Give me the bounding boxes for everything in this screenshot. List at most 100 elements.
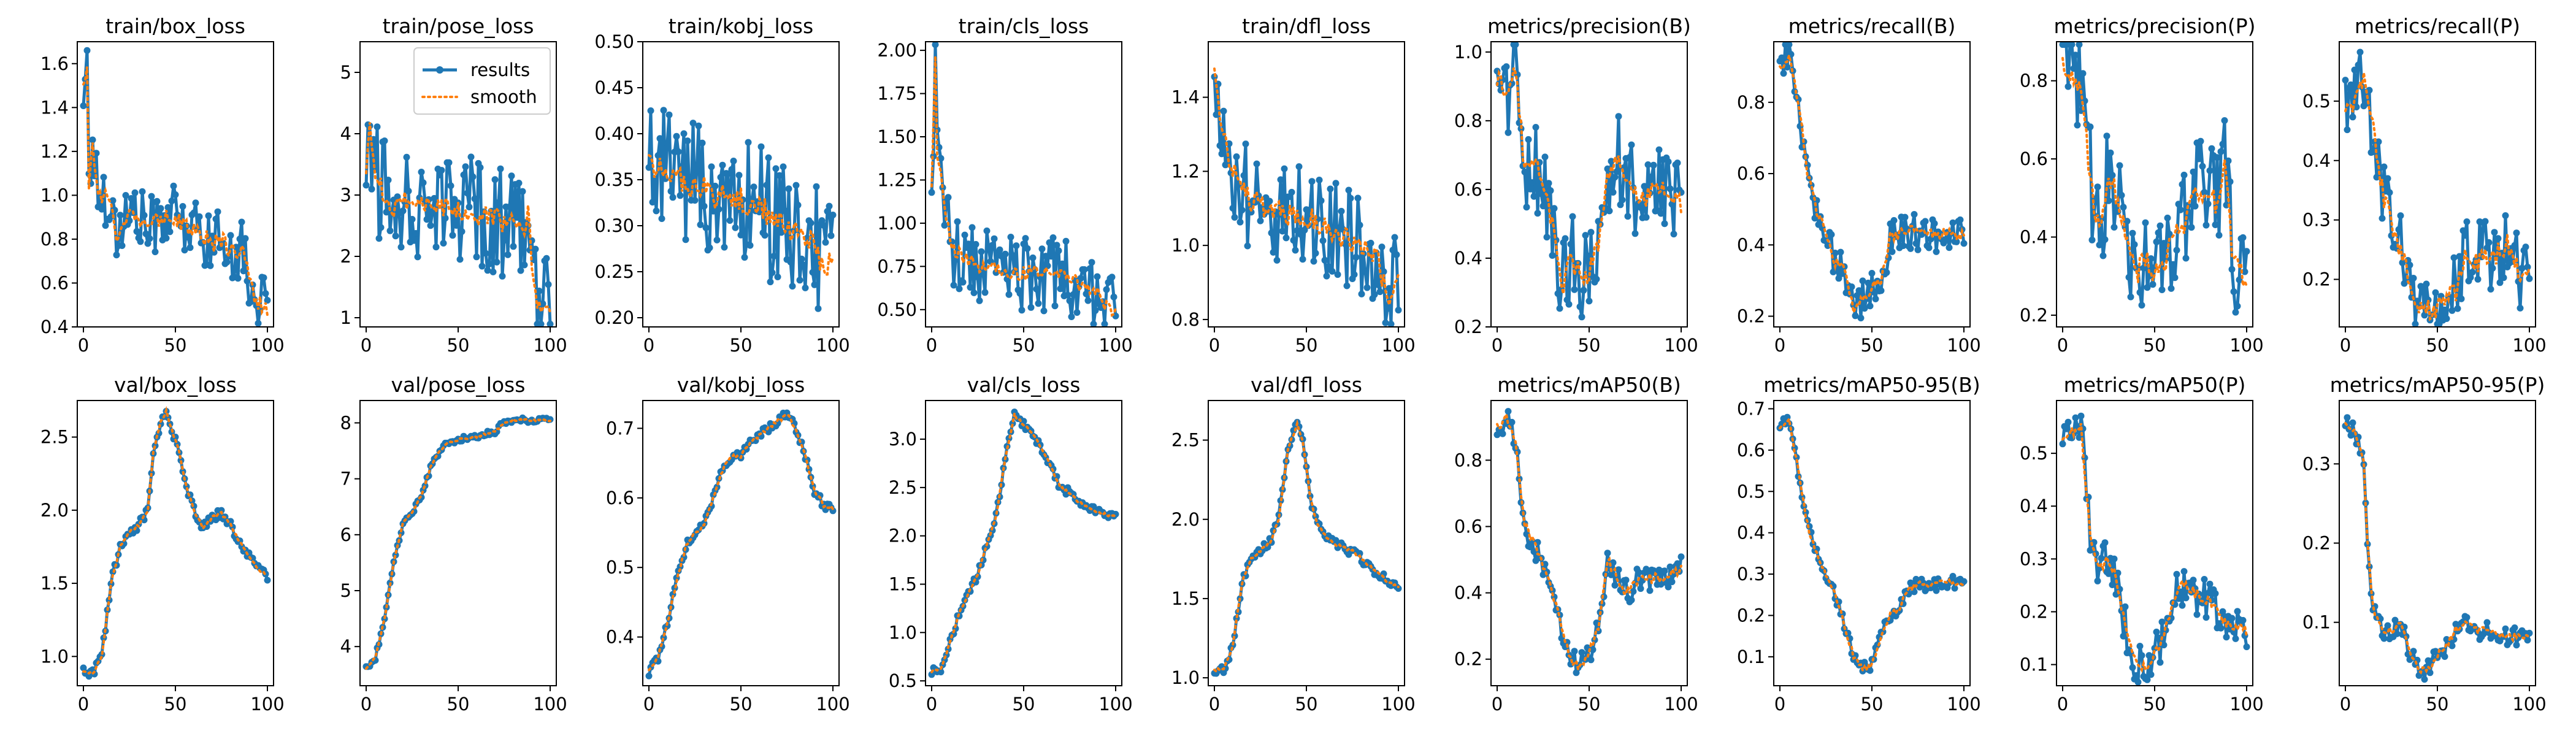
y-tick-label: 0.2 bbox=[1454, 316, 1482, 337]
results-point bbox=[1521, 168, 1528, 175]
results-point bbox=[735, 172, 743, 179]
results-point bbox=[1325, 263, 1332, 270]
results-point bbox=[1644, 161, 1652, 168]
results-point bbox=[1674, 159, 1681, 167]
results-point bbox=[210, 248, 218, 256]
results-point bbox=[656, 135, 664, 142]
results-point bbox=[2204, 200, 2212, 207]
legend: results smooth bbox=[413, 47, 551, 115]
results-point bbox=[774, 420, 781, 427]
results-point bbox=[1852, 312, 1859, 320]
results-point bbox=[675, 148, 682, 155]
results-point bbox=[453, 222, 460, 229]
results-point bbox=[1049, 234, 1057, 241]
x-tick-label: 100 bbox=[533, 335, 567, 356]
results-point bbox=[1238, 207, 1246, 213]
results-point bbox=[824, 208, 831, 215]
subplot-title: metrics/precision(B) bbox=[1487, 14, 1691, 38]
y-tick-label: 0.4 bbox=[2020, 496, 2048, 516]
results-point bbox=[2129, 229, 2136, 237]
subplot-val-kobj-loss: val/kobj_loss 0 50 100 0.4 0.5 0.6 0.7 bbox=[606, 373, 850, 715]
results-point bbox=[2344, 414, 2351, 421]
results-point bbox=[2064, 83, 2072, 90]
results-point bbox=[1628, 141, 1635, 148]
results-point bbox=[264, 297, 271, 304]
results-point bbox=[2524, 263, 2531, 270]
results-point bbox=[1068, 313, 1075, 320]
results-point bbox=[820, 222, 827, 229]
results-point bbox=[2366, 563, 2373, 570]
results-point bbox=[649, 199, 656, 206]
results-point bbox=[2153, 628, 2160, 635]
results-point bbox=[1835, 275, 1842, 282]
results-point bbox=[809, 269, 816, 276]
results-point bbox=[1624, 213, 1631, 220]
results-point bbox=[1038, 245, 1046, 253]
results-point bbox=[1295, 163, 1303, 171]
results-point bbox=[1865, 279, 1872, 286]
results-point bbox=[667, 188, 675, 195]
legend-results-label: results bbox=[470, 59, 530, 80]
results-point bbox=[1354, 194, 1362, 202]
results-point bbox=[746, 242, 754, 249]
results-point bbox=[2502, 212, 2509, 219]
results-point bbox=[2070, 65, 2077, 72]
results-point bbox=[2232, 309, 2239, 316]
results-point bbox=[1290, 237, 1297, 244]
subplot-metrics-precision-p-: metrics/precision(P) 0 50 100 0.2 0.4 0.6 0.8 bbox=[2020, 14, 2264, 356]
results-point bbox=[2421, 312, 2428, 319]
results-point bbox=[179, 203, 186, 210]
results-point bbox=[89, 136, 96, 144]
results-point bbox=[772, 165, 780, 172]
results-point bbox=[770, 253, 778, 259]
results-point bbox=[1393, 251, 1400, 258]
results-point bbox=[2171, 274, 2179, 282]
results-point bbox=[1576, 303, 1584, 310]
results-point bbox=[1282, 234, 1290, 242]
results-point bbox=[2456, 253, 2463, 260]
results-point bbox=[1057, 285, 1064, 293]
results-point bbox=[2155, 229, 2162, 236]
results-point bbox=[1541, 153, 1549, 161]
results-point bbox=[1615, 113, 1622, 120]
results-point bbox=[1086, 265, 1094, 272]
results-point bbox=[464, 190, 471, 197]
results-point bbox=[2079, 70, 2087, 77]
results-point bbox=[1386, 285, 1393, 292]
results-point bbox=[2074, 121, 2081, 129]
results-point bbox=[495, 199, 502, 206]
results-point bbox=[2120, 204, 2127, 211]
x-tick-label: 100 bbox=[2512, 335, 2546, 356]
results-point bbox=[1321, 256, 1328, 264]
results-point bbox=[2384, 622, 2391, 629]
results-point bbox=[811, 281, 818, 288]
y-tick-label: 2 bbox=[340, 246, 351, 267]
results-point bbox=[972, 240, 979, 248]
y-tick-label: 0.2 bbox=[2302, 269, 2331, 290]
y-tick-label: 0.4 bbox=[1454, 583, 1482, 604]
results-point bbox=[427, 222, 434, 229]
results-point bbox=[1395, 307, 1402, 314]
results-point bbox=[1657, 210, 1665, 217]
results-point bbox=[166, 228, 174, 236]
y-tick-label: 2.0 bbox=[1171, 509, 1200, 530]
results-point bbox=[497, 165, 504, 172]
results-point bbox=[486, 260, 493, 267]
plot-area bbox=[80, 405, 271, 680]
results-point bbox=[1268, 229, 1275, 237]
results-point bbox=[1380, 268, 1387, 275]
y-tick-label: 2.5 bbox=[1171, 430, 1200, 451]
results-point bbox=[1593, 275, 1600, 283]
results-point bbox=[1549, 252, 1556, 259]
results-point bbox=[1613, 168, 1620, 175]
results-point bbox=[1236, 218, 1244, 226]
results-point bbox=[2526, 275, 2533, 282]
x-tick-label: 100 bbox=[533, 694, 567, 715]
results-point bbox=[2379, 215, 2386, 222]
y-tick-label: 2.00 bbox=[877, 40, 917, 61]
legend-results-marker bbox=[436, 66, 443, 74]
results-point bbox=[1297, 231, 1305, 238]
results-point bbox=[2463, 218, 2471, 225]
results-point bbox=[2380, 163, 2388, 171]
subplot-metrics-precision-b-: metrics/precision(B) 0 50 100 0.2 0.4 0.6 0.8 1.… bbox=[1454, 14, 1698, 356]
